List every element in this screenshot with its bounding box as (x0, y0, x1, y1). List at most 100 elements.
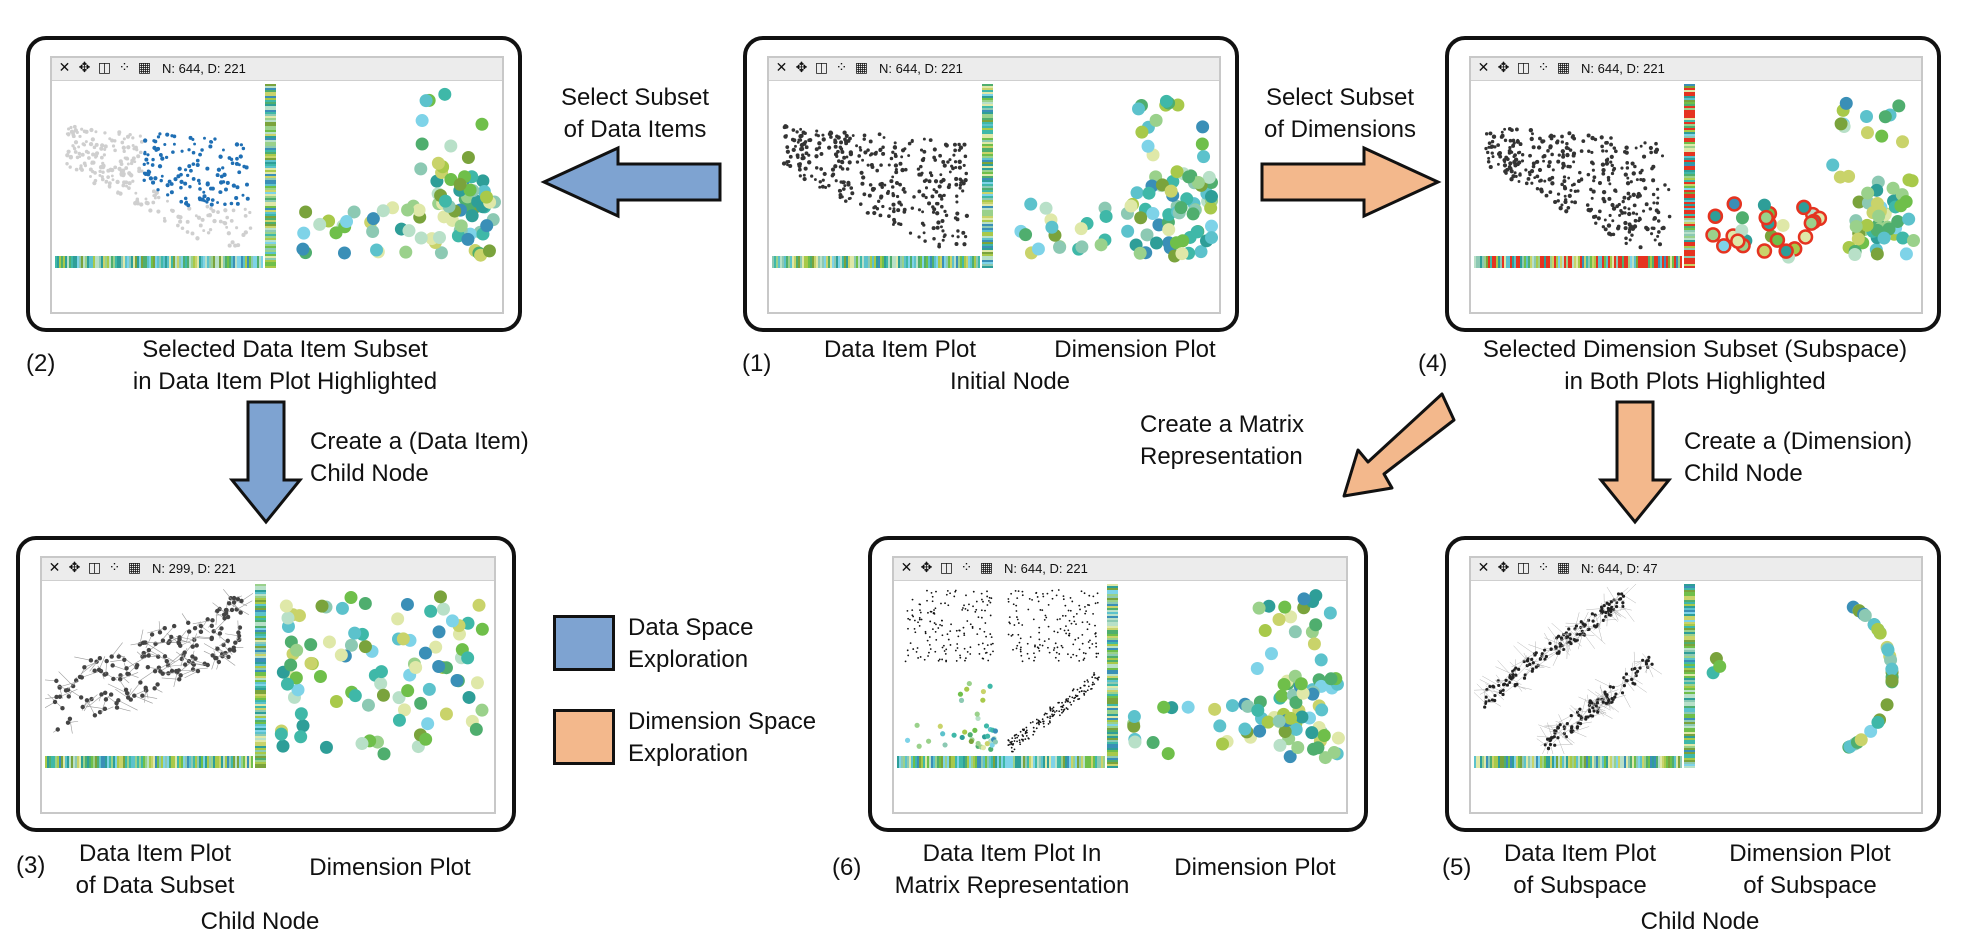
close-icon[interactable]: ✕ (48, 560, 61, 576)
node-3-data-item-child: ✕ ✥ ◫ ⁘ ▦ N: 299, D: 221 (16, 536, 516, 832)
node-2-caption-2: in Data Item Plot Highlighted (132, 368, 438, 395)
node-3-row-strip[interactable] (45, 756, 253, 768)
node-3-left-1: Data Item Plot (78, 840, 232, 867)
node-3-toolbar: ✕ ✥ ◫ ⁘ ▦ (42, 558, 494, 581)
node-6-matrix-cell-4[interactable] (1002, 671, 1105, 754)
node-1-data-item-plot[interactable] (772, 84, 980, 254)
matrix-icon[interactable]: ▦ (1556, 560, 1571, 576)
node-2-selected-data-items: ✕ ✥ ◫ ⁘ ▦ N: 644, D: 221 (26, 36, 522, 332)
node-3-data-item-plot[interactable] (45, 584, 253, 754)
node-3-caption: Child Node (200, 908, 320, 935)
scatter-icon[interactable]: ⁘ (835, 60, 848, 76)
matrix-icon[interactable]: ▦ (137, 60, 152, 76)
node-2-row-strip[interactable] (55, 256, 263, 268)
node-3-window: ✕ ✥ ◫ ⁘ ▦ N: 299, D: 221 (40, 556, 496, 814)
node-2-data-item-plot[interactable] (55, 84, 263, 254)
node-6-left-1: Data Item Plot In (922, 840, 1102, 867)
label-create-dim-child-2: Child Node (1684, 460, 1803, 487)
move-icon[interactable]: ✥ (1497, 560, 1510, 576)
plot-canvas (982, 84, 993, 268)
node-5-right-1: Dimension Plot (1729, 840, 1891, 867)
node-1-index: (1) (742, 350, 772, 377)
plot-canvas (1107, 584, 1118, 768)
scatter-icon[interactable]: ⁘ (108, 560, 121, 576)
scatter-icon[interactable]: ⁘ (118, 60, 131, 76)
node-4-toolbar: ✕ ✥ ◫ ⁘ ▦ (1471, 58, 1921, 81)
node-3-column-strip[interactable] (255, 584, 266, 768)
move-icon[interactable]: ✥ (920, 560, 933, 576)
node-6-row-strip[interactable] (897, 756, 1105, 768)
move-icon[interactable]: ✥ (795, 60, 808, 76)
close-icon[interactable]: ✕ (1477, 560, 1490, 576)
node-6-column-strip[interactable] (1107, 584, 1118, 768)
node-5-data-item-plot[interactable] (1474, 584, 1682, 754)
node-5-column-strip[interactable] (1684, 584, 1695, 768)
node-4-index: (4) (1418, 350, 1448, 377)
plot-canvas (1474, 756, 1682, 768)
node-6-matrix-cell-3[interactable] (897, 671, 999, 754)
scatter-icon[interactable]: ⁘ (1537, 60, 1550, 76)
node-5-left-1: Data Item Plot (1503, 840, 1657, 867)
close-icon[interactable]: ✕ (900, 560, 913, 576)
node-5-right-2: of Subspace (1743, 872, 1877, 899)
node-5-row-strip[interactable] (1474, 756, 1682, 768)
node-2-dimension-plot[interactable] (280, 84, 502, 268)
node-1-dimension-plot[interactable] (997, 84, 1219, 268)
node-5-window: ✕ ✥ ◫ ⁘ ▦ N: 644, D: 47 (1469, 556, 1923, 814)
panel-layout-icon[interactable]: ◫ (814, 60, 829, 76)
node-6-matrix-cell-1[interactable] (897, 584, 999, 668)
panel-layout-icon[interactable]: ◫ (97, 60, 112, 76)
node-6-matrix: ✕ ✥ ◫ ⁘ ▦ N: 644, D: 221 (868, 536, 1368, 832)
node-6-toolbar: ✕ ✥ ◫ ⁘ ▦ (894, 558, 1346, 581)
plot-canvas (1474, 584, 1663, 754)
plot-canvas (904, 680, 998, 752)
node-1-column-strip[interactable] (982, 84, 993, 268)
node-2-toolbar: ✕ ✥ ◫ ⁘ ▦ (52, 58, 502, 81)
node-5-index: (5) (1442, 854, 1472, 881)
matrix-icon[interactable]: ▦ (854, 60, 869, 76)
legend-dimension-space-1: Dimension Space (628, 708, 817, 735)
node-3-dimension-plot[interactable] (270, 584, 494, 768)
node-4-column-strip[interactable] (1684, 84, 1695, 268)
legend-dimension-space-2: Exploration (628, 740, 749, 767)
matrix-icon[interactable]: ▦ (127, 560, 142, 576)
node-4-data-item-plot[interactable] (1474, 84, 1682, 254)
node-5-left-2: of Subspace (1513, 872, 1647, 899)
plot-canvas (1684, 584, 1695, 768)
node-1-row-strip[interactable] (772, 256, 980, 268)
move-icon[interactable]: ✥ (68, 560, 81, 576)
node-5-dimension-child: ✕ ✥ ◫ ⁘ ▦ N: 644, D: 47 (1445, 536, 1941, 832)
plot-canvas (1127, 589, 1345, 765)
matrix-icon[interactable]: ▦ (979, 560, 994, 576)
node-1-left-label: Data Item Plot (823, 336, 977, 363)
scatter-icon[interactable]: ⁘ (1537, 560, 1550, 576)
close-icon[interactable]: ✕ (775, 60, 788, 76)
panel-layout-icon[interactable]: ◫ (1516, 60, 1531, 76)
node-6-dimension-plot[interactable] (1122, 584, 1346, 768)
node-6-matrix-cell-2[interactable] (1002, 584, 1105, 668)
node-4-selected-dimensions: ✕ ✥ ◫ ⁘ ▦ N: 644, D: 221 (1445, 36, 1941, 332)
node-2-column-strip[interactable] (265, 84, 276, 268)
panel-layout-icon[interactable]: ◫ (87, 560, 102, 576)
node-1-initial: ✕ ✥ ◫ ⁘ ▦ N: 644, D: 221 (743, 36, 1239, 332)
panel-layout-icon[interactable]: ◫ (939, 560, 954, 576)
close-icon[interactable]: ✕ (1477, 60, 1490, 76)
node-4-caption-1: Selected Dimension Subset (Subspace) (1482, 336, 1908, 363)
node-3-count: N: 299, D: 221 (152, 561, 236, 576)
scatter-icon[interactable]: ⁘ (960, 560, 973, 576)
close-icon[interactable]: ✕ (58, 60, 71, 76)
node-5-dimension-plot[interactable] (1699, 584, 1921, 768)
label-create-matrix-2: Representation (1140, 443, 1303, 470)
move-icon[interactable]: ✥ (78, 60, 91, 76)
label-create-matrix-1: Create a Matrix (1140, 411, 1305, 438)
move-icon[interactable]: ✥ (1497, 60, 1510, 76)
node-4-row-strip[interactable] (1474, 256, 1682, 268)
panel-layout-icon[interactable]: ◫ (1516, 560, 1531, 576)
matrix-icon[interactable]: ▦ (1556, 60, 1571, 76)
node-4-dimension-plot[interactable] (1699, 84, 1921, 268)
plot-canvas (1705, 96, 1920, 264)
plot-canvas (781, 124, 969, 249)
label-create-dim-child-1: Create a (Dimension) (1684, 428, 1913, 455)
node-5-toolbar: ✕ ✥ ◫ ⁘ ▦ (1471, 558, 1921, 581)
node-1-right-label: Dimension Plot (1054, 336, 1216, 363)
